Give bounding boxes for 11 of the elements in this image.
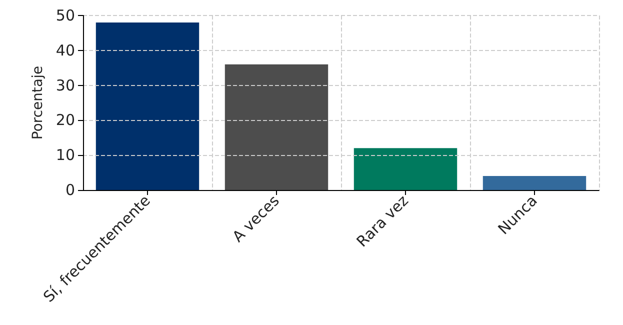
bar	[96, 22, 200, 190]
bar	[482, 176, 586, 190]
y-tick-label: 50	[56, 6, 75, 24]
y-axis-title: Porcentaje	[30, 66, 46, 140]
y-tick-label: 40	[56, 41, 75, 60]
bar	[224, 64, 328, 190]
y-tick-label: 20	[56, 111, 75, 130]
bar	[354, 148, 458, 190]
y-tick-label: 30	[56, 76, 75, 94]
y-tick-label: 10	[56, 146, 75, 164]
y-tick-label: 0	[65, 181, 75, 199]
